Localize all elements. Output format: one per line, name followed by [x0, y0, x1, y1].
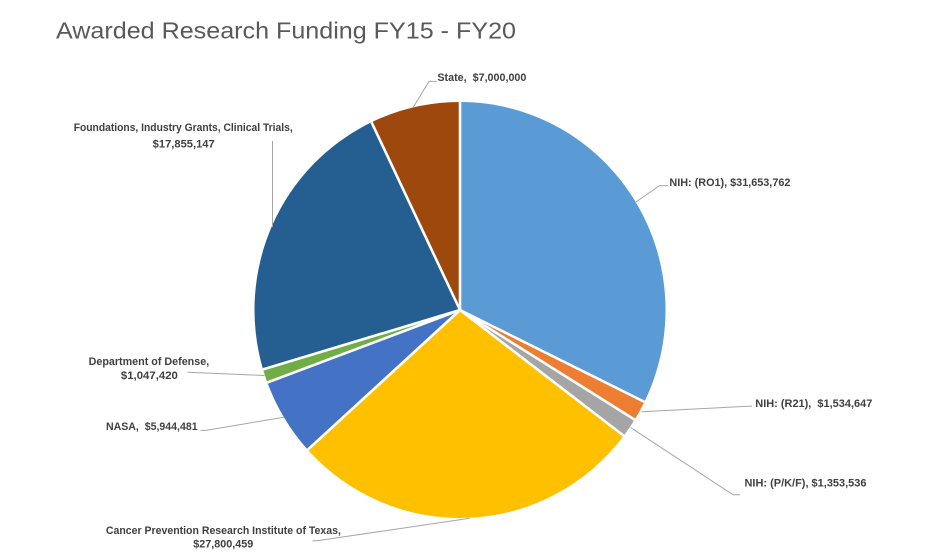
svg-text:Foundations, Industry Grants,: Foundations, Industry Grants, Clinical T…	[74, 122, 293, 134]
svg-text:Awarded Research Funding FY15: Awarded Research Funding FY15 - FY20	[56, 18, 516, 44]
svg-text:$17,855,147: $17,855,147	[153, 138, 215, 150]
svg-text:NIH: (P/K/F), $1,353,536: NIH: (P/K/F), $1,353,536	[745, 477, 867, 489]
svg-text:Cancer Prevention Research Ins: Cancer Prevention Research Institute of …	[106, 525, 341, 537]
svg-text:NIH: (R21), $1,534,647: NIH: (R21), $1,534,647	[755, 398, 872, 410]
svg-text:$1,047,420: $1,047,420	[121, 370, 178, 382]
svg-text:$27,800,459: $27,800,459	[193, 539, 253, 551]
svg-text:NASA, $5,944,481: NASA, $5,944,481	[106, 421, 198, 433]
svg-text:State, $7,000,000: State, $7,000,000	[437, 72, 526, 84]
svg-text:Department of Defense,: Department of Defense,	[89, 356, 210, 368]
svg-text:NIH: (RO1), $31,653,762: NIH: (RO1), $31,653,762	[669, 177, 790, 189]
